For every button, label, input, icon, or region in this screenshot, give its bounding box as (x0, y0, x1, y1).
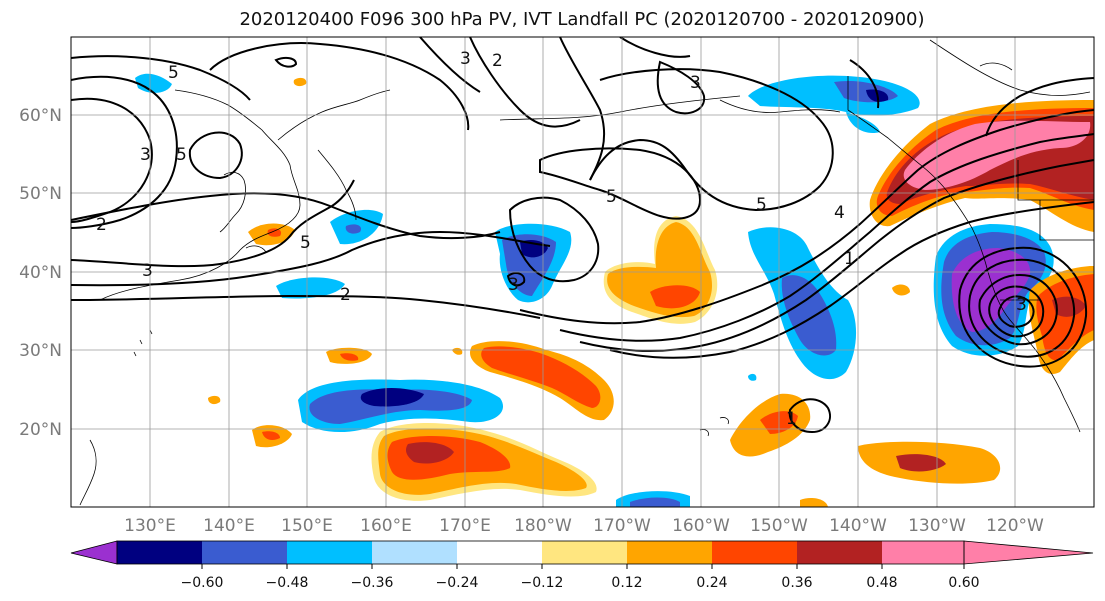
lat-label: 60°N (19, 106, 62, 126)
colorbar-segment (202, 541, 287, 564)
colorbar-segment (882, 541, 964, 564)
lon-label: 160°E (360, 516, 412, 536)
colorbar-tick-label: 0.24 (696, 575, 727, 591)
colorbar-extend-right (963, 540, 1094, 565)
colorbar-segment (117, 541, 202, 564)
lon-label: 120°W (986, 516, 1044, 536)
colorbar-tick-label: 0.48 (866, 575, 897, 591)
lon-label: 160°W (672, 516, 730, 536)
map-panel: 5 2 3 5 3 2 5 3 3 5 2 3 5 4 1 3 1 (71, 37, 1094, 507)
colorbar-segment (372, 541, 457, 564)
lon-label: 130°W (908, 516, 966, 536)
contour-labels: 5 2 3 5 3 2 5 3 3 5 2 3 5 4 1 3 1 (96, 49, 1027, 429)
colorbar-segment (457, 541, 542, 564)
colorbar-segment (627, 541, 712, 564)
colorbar-segment (542, 541, 627, 564)
contour-label: 5 (606, 187, 617, 207)
graticule (71, 37, 1094, 507)
lon-label: 180°W (514, 516, 572, 536)
contour-label: 3 (142, 261, 153, 281)
contour-label: 3 (140, 145, 151, 165)
contour-label: 1 (844, 249, 855, 269)
latitude-labels: 60°N 50°N 40°N 30°N 20°N (19, 106, 62, 440)
contour-label: 3 (690, 73, 701, 93)
contour-label: 4 (834, 203, 845, 223)
contour-label: 2 (492, 51, 503, 71)
contour-label: 2 (96, 215, 107, 235)
contour-label: 2 (340, 285, 351, 305)
colorbar-tick-label: −0.12 (521, 575, 564, 591)
colorbar-tick-label: 0.60 (948, 575, 979, 591)
longitude-labels: 130°E 140°E 150°E 160°E 170°E 180°W 170°… (124, 516, 1044, 536)
lon-label: 130°E (124, 516, 176, 536)
colorbar-segment (712, 541, 797, 564)
colorbar-tick-label: −0.24 (436, 575, 479, 591)
colorbar-tick-label: −0.60 (181, 575, 224, 591)
lat-label: 30°N (19, 341, 62, 361)
lat-label: 50°N (19, 184, 62, 204)
map-frame (70, 36, 1095, 508)
contour-label: 1 (786, 409, 797, 429)
colorbar-tick-label: 0.36 (781, 575, 812, 591)
contour-label: 3 (460, 49, 471, 69)
contour-label: 3 (508, 275, 519, 295)
contour-label: 5 (756, 195, 767, 215)
colorbar-tick-labels: −0.60 −0.48 −0.36 −0.24 −0.12 0.12 0.24 … (181, 575, 980, 591)
contour-label: 3 (1016, 295, 1027, 315)
lon-label: 170°E (439, 516, 491, 536)
colorbar: −0.60 −0.48 −0.36 −0.24 −0.12 0.12 0.24 … (70, 540, 1094, 591)
colorbar-tick-label: −0.48 (266, 575, 309, 591)
colorbar-tick-label: −0.36 (351, 575, 394, 591)
colorbar-tick-label: 0.12 (611, 575, 642, 591)
colorbar-segment (797, 541, 882, 564)
contour-label: 5 (176, 145, 187, 165)
lon-label: 140°E (203, 516, 255, 536)
colorbar-ticks (201, 564, 965, 569)
lat-label: 40°N (19, 263, 62, 283)
pv-contour-layer (71, 37, 1094, 434)
colorbar-extend-left (70, 540, 118, 565)
figure-title: 2020120400 F096 300 hPa PV, IVT Landfall… (239, 9, 924, 30)
contour-label: 5 (168, 63, 179, 83)
lon-label: 140°W (829, 516, 887, 536)
coastline-layer (79, 39, 1094, 506)
lon-label: 150°E (281, 516, 333, 536)
contour-label: 5 (300, 233, 311, 253)
lon-label: 150°W (750, 516, 808, 536)
lon-label: 170°W (593, 516, 651, 536)
lat-label: 20°N (19, 420, 62, 440)
colorbar-segment (287, 541, 372, 564)
